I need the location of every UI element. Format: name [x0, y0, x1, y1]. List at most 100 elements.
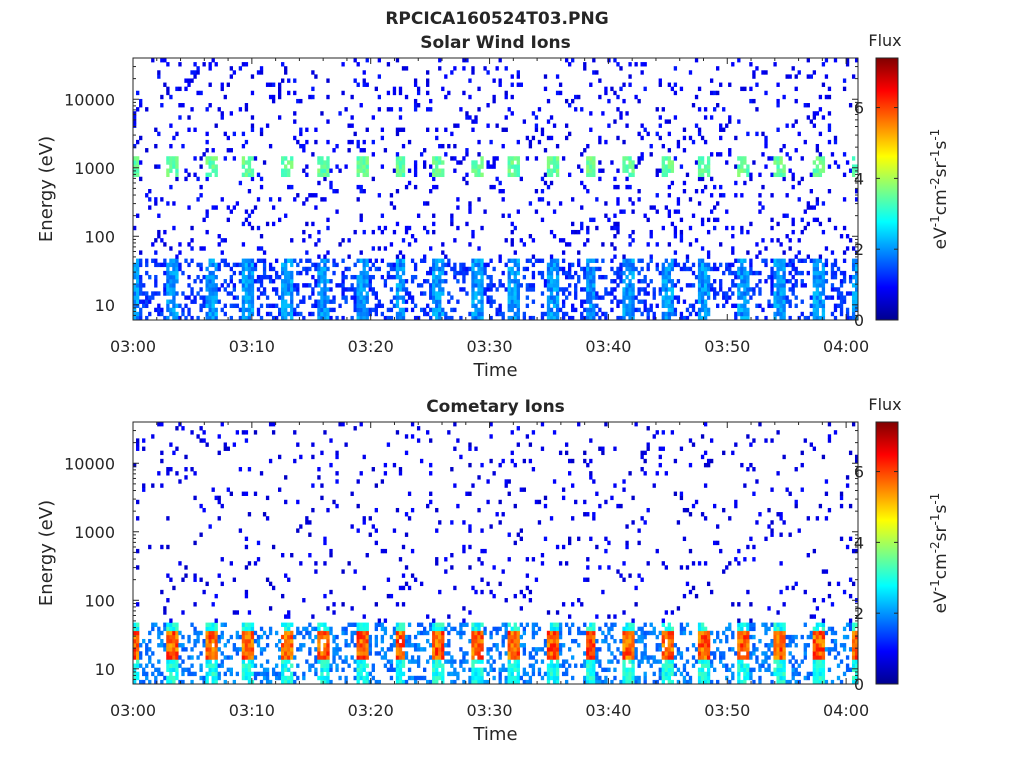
- spectrogram-cell: [392, 266, 397, 272]
- spectrogram-cell: [728, 148, 732, 153]
- spectrogram-cell: [169, 638, 173, 644]
- spectrogram-cell: [815, 270, 820, 276]
- spectrogram-cell: [851, 295, 856, 300]
- spectrogram-cell: [356, 62, 360, 67]
- spectrogram-cell: [598, 160, 602, 165]
- spectrogram-cell: [290, 622, 294, 627]
- spectrogram-cell: [293, 287, 297, 292]
- spectrogram-cell: [459, 663, 463, 668]
- spectrogram-cell: [673, 66, 678, 71]
- spectrogram-cell: [172, 295, 176, 300]
- spectrogram-cell: [208, 160, 212, 165]
- spectrogram-cell: [531, 671, 536, 677]
- spectrogram-cell: [211, 626, 215, 632]
- spectrogram-cell: [534, 651, 539, 656]
- spectrogram-cell: [842, 152, 847, 157]
- spectrogram-cell: [507, 479, 511, 484]
- spectrogram-cell: [637, 156, 641, 161]
- spectrogram-cell: [217, 495, 221, 501]
- spectrogram-cell: [190, 246, 194, 251]
- spectrogram-cell: [504, 115, 508, 120]
- spectrogram-cell: [302, 299, 306, 304]
- spectrogram-cell: [202, 303, 206, 309]
- spectrogram-cell: [586, 258, 590, 263]
- spectrogram-cell: [166, 62, 170, 67]
- spectrogram-cell: [193, 577, 197, 582]
- spectrogram-cell: [438, 651, 442, 656]
- spectrogram-cell: [205, 160, 209, 165]
- spectrogram-cell: [854, 258, 859, 263]
- spectrogram-cell: [791, 266, 795, 272]
- spectrogram-cell: [706, 229, 711, 235]
- spectrogram-cell: [145, 193, 149, 198]
- spectrogram-cell: [181, 270, 185, 276]
- spectrogram-cell: [700, 221, 705, 227]
- spectrogram-cell: [362, 82, 366, 87]
- y-tick-label: 1000: [74, 159, 115, 178]
- spectrogram-cell: [601, 111, 605, 116]
- spectrogram-cell: [193, 295, 197, 300]
- spectrogram-cell: [229, 671, 233, 677]
- spectrogram-cell: [404, 434, 409, 439]
- spectrogram-cell: [229, 274, 233, 280]
- spectrogram-cell: [350, 634, 354, 640]
- spectrogram-cell: [389, 643, 394, 648]
- spectrogram-cell: [314, 279, 318, 284]
- spectrogram-cell: [543, 495, 548, 501]
- spectrogram-cell: [794, 148, 798, 153]
- spectrogram-cell: [401, 655, 406, 660]
- spectrogram-cell: [429, 189, 433, 194]
- spectrogram-cell: [719, 193, 723, 198]
- spectrogram-cell: [540, 197, 545, 202]
- spectrogram-cell: [169, 160, 173, 165]
- spectrogram-cell: [211, 602, 215, 607]
- spectrogram-cell: [323, 270, 327, 276]
- spectrogram-cell: [743, 307, 747, 313]
- spectrogram-cell: [353, 622, 357, 627]
- spectrogram-cell: [401, 544, 406, 550]
- spectrogram-cell: [734, 193, 738, 198]
- spectrogram-cell: [356, 274, 360, 280]
- spectrogram-cell: [516, 663, 520, 668]
- spectrogram-cell: [833, 307, 838, 313]
- spectrogram-cell: [407, 242, 412, 247]
- spectrogram-cell: [513, 274, 517, 280]
- spectrogram-cell: [241, 262, 246, 268]
- spectrogram-cell: [247, 667, 252, 673]
- spectrogram-cell: [329, 180, 333, 186]
- spectrogram-cell: [344, 643, 348, 648]
- spectrogram-cell: [716, 90, 720, 96]
- spectrogram-cell: [365, 262, 369, 268]
- spectrogram-cell: [323, 651, 327, 656]
- spectrogram-cell: [323, 622, 327, 627]
- spectrogram-cell: [616, 266, 620, 272]
- spectrogram-cell: [522, 679, 527, 685]
- spectrogram-cell: [302, 626, 306, 632]
- spectrogram-cell: [226, 283, 230, 288]
- spectrogram-cell: [205, 663, 209, 668]
- spectrogram-cell: [589, 283, 593, 288]
- spectrogram-cell: [341, 287, 345, 292]
- spectrogram-cell: [250, 655, 255, 660]
- spectrogram-cell: [193, 156, 197, 161]
- spectrogram-cell: [719, 262, 723, 268]
- spectrogram-cell: [281, 295, 285, 300]
- spectrogram-cell: [595, 295, 599, 300]
- spectrogram-cell: [673, 234, 678, 239]
- spectrogram-cell: [528, 458, 533, 464]
- spectrogram-cell: [664, 299, 668, 304]
- spectrogram-cell: [737, 270, 741, 276]
- spectrogram-cell: [480, 160, 484, 165]
- spectrogram-cell: [226, 487, 230, 492]
- spectrogram-cell: [610, 287, 614, 292]
- spectrogram-cell: [341, 602, 345, 607]
- spectrogram-cell: [492, 184, 496, 190]
- spectrogram-cell: [274, 258, 279, 263]
- spectrogram-cell: [474, 679, 478, 685]
- spectrogram-cell: [791, 262, 795, 268]
- spectrogram-cell: [305, 258, 309, 263]
- spectrogram-cell: [166, 291, 170, 296]
- spectrogram-cell: [202, 217, 206, 223]
- spectrogram-cell: [785, 299, 789, 304]
- spectrogram-cell: [592, 512, 596, 517]
